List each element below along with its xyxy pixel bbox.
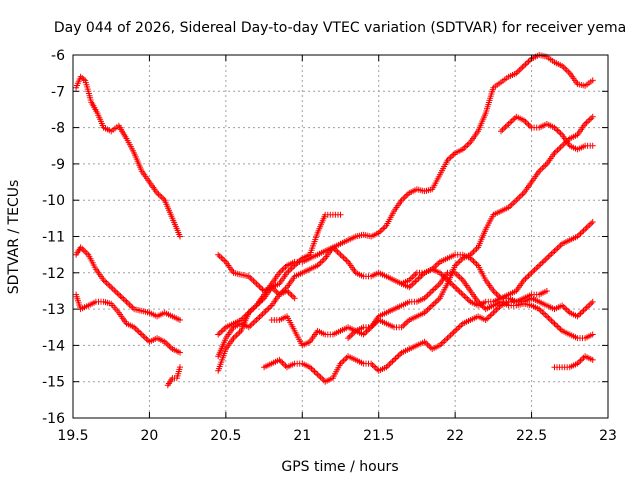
series-s12 (498, 113, 596, 153)
series-markers (551, 353, 596, 371)
y-tick-label: -15 (42, 375, 65, 391)
y-tick-label: -16 (42, 411, 65, 427)
series-markers (268, 269, 596, 349)
y-tick-label: -7 (51, 84, 65, 100)
series-layer (73, 52, 596, 389)
x-tick-label: 21.5 (363, 428, 394, 444)
x-tick-label: 20 (141, 428, 159, 444)
x-axis-label: GPS time / hours (281, 459, 398, 475)
series-markers (73, 73, 183, 240)
x-tick-label: 20.5 (210, 428, 241, 444)
series-markers (345, 113, 596, 342)
y-tick-label: -6 (51, 48, 65, 64)
y-tick-label: -12 (42, 266, 65, 282)
chart-title: Day 044 of 2026, Sidereal Day-to-day VTE… (54, 20, 626, 36)
y-tick-label: -13 (42, 302, 65, 318)
x-tick-label: 23 (599, 428, 617, 444)
series-s14 (551, 353, 596, 371)
series-markers (73, 291, 183, 356)
x-tick-label: 22.5 (516, 428, 547, 444)
series-s11 (345, 113, 596, 342)
x-tick-label: 19.5 (57, 428, 88, 444)
series-s7 (215, 52, 596, 338)
y-tick-label: -9 (51, 157, 65, 173)
series-markers (261, 287, 550, 385)
y-tick-label: -10 (42, 193, 65, 209)
series-markers (164, 364, 183, 389)
x-tick-label: 22 (446, 428, 464, 444)
y-tick-label: -11 (42, 230, 65, 246)
series-s9 (261, 287, 550, 385)
y-axis-label: SDTVAR / TECUs (6, 180, 22, 295)
series-markers (398, 218, 596, 309)
series-s2 (73, 244, 183, 323)
ticks: 19.5 20 20.5 21 21.5 22 22.5 23 -6 -7 -8 -9 -10 -11 -1… (42, 48, 617, 444)
series-markers (498, 113, 596, 153)
series-s5 (215, 251, 298, 302)
series-markers (73, 244, 183, 323)
series-s13 (398, 218, 596, 309)
series-markers (215, 52, 596, 338)
series-markers (215, 251, 298, 302)
series-s4 (164, 364, 183, 389)
series-s10 (268, 269, 596, 349)
series-s1 (73, 73, 183, 240)
series-s3 (73, 291, 183, 356)
x-tick-label: 21 (293, 428, 311, 444)
y-tick-label: -8 (51, 121, 65, 137)
y-tick-label: -14 (42, 338, 65, 354)
